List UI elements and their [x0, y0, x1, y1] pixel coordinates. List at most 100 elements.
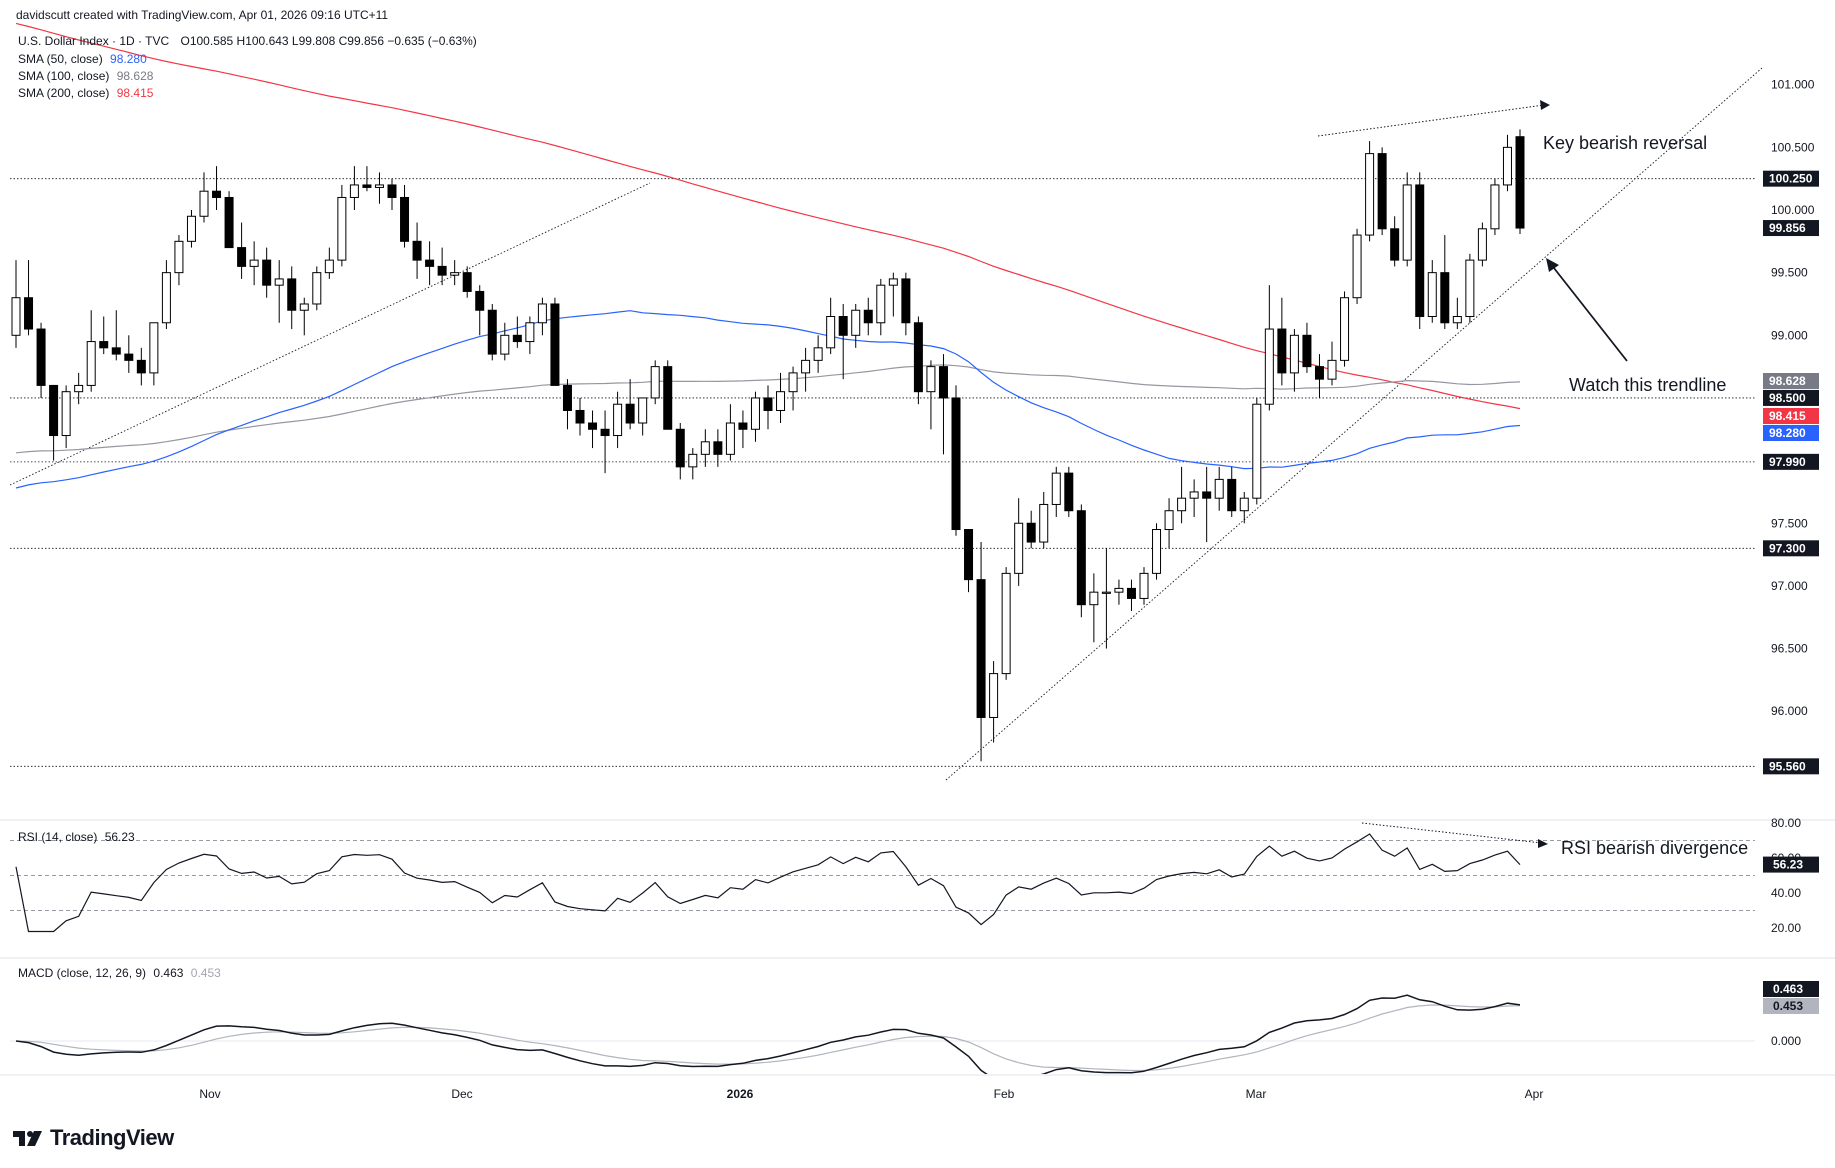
- candle-body: [650, 366, 660, 399]
- candle-body: [437, 265, 447, 276]
- candle-body: [337, 196, 347, 261]
- candle-body: [776, 391, 786, 411]
- candle-body: [888, 278, 898, 286]
- candle-body: [1277, 328, 1287, 374]
- candle-body: [738, 422, 748, 430]
- candle-body: [199, 190, 209, 217]
- tradingview-logo[interactable]: TradingView: [12, 1125, 174, 1151]
- candle-body: [625, 403, 635, 424]
- candle-body: [1089, 591, 1099, 606]
- candle-body: [425, 259, 435, 267]
- candle-body: [1352, 234, 1362, 299]
- candle-body: [562, 384, 572, 411]
- candle-body: [876, 284, 886, 324]
- tradingview-logo-text: TradingView: [50, 1125, 174, 1150]
- price-axis-tick: 100.000: [1771, 203, 1815, 217]
- rsi-tag: 56.23: [1773, 858, 1803, 872]
- candle-body: [1252, 403, 1262, 499]
- candle-body: [1101, 591, 1111, 594]
- candle-body: [913, 322, 923, 393]
- level-tag: 97.990: [1769, 455, 1806, 469]
- price-tag-bg: [1763, 373, 1819, 389]
- candle-body: [237, 247, 247, 267]
- level-tag-bg: [1763, 758, 1819, 775]
- macd-lines: [15, 994, 1521, 1074]
- candle-body: [500, 334, 510, 355]
- price-tag: 98.415: [1769, 409, 1806, 423]
- candle-body: [86, 341, 96, 386]
- candle-body: [901, 278, 911, 324]
- rsi-legend[interactable]: RSI (14, close) 56.23: [18, 830, 135, 844]
- price-axis-tick: 99.500: [1771, 266, 1808, 280]
- candle-body: [387, 184, 397, 198]
- candle-body: [249, 259, 259, 267]
- candle-body: [1026, 522, 1036, 543]
- rsi-value: 56.23: [104, 830, 135, 844]
- candle-body: [1177, 497, 1187, 512]
- candle-body: [274, 278, 284, 286]
- candle-body: [688, 453, 698, 468]
- divergence-line-rsi: [1361, 822, 1543, 844]
- level-tag: 98.500: [1769, 391, 1806, 405]
- candle-body: [537, 303, 547, 324]
- sma50-line: [15, 310, 1521, 489]
- time-axis-tick: 2026: [727, 1087, 754, 1101]
- candle-body: [487, 309, 497, 355]
- trendline-early: [9, 182, 651, 486]
- sma200-legend[interactable]: SMA (200, close) 98.415: [18, 86, 153, 100]
- candle-body: [801, 359, 811, 374]
- rsi-tag-bg: [1763, 856, 1819, 873]
- candle-body: [136, 359, 146, 374]
- chart-credit: davidscutt created with TradingView.com,…: [16, 8, 389, 22]
- symbol-name: U.S. Dollar Index · 1D · TVC: [18, 34, 170, 48]
- candle-body: [663, 366, 673, 430]
- annotation-key-reversal: Key bearish reversal: [1543, 133, 1707, 153]
- candle-body: [1214, 478, 1224, 499]
- time-axis-tick: Mar: [1246, 1087, 1267, 1101]
- rsi-axis-tick: 80.00: [1771, 816, 1801, 830]
- price-axis-tick: 97.000: [1771, 579, 1808, 593]
- candle-body: [1314, 366, 1324, 380]
- candle-body: [362, 184, 372, 188]
- price-axis-tick: 96.000: [1771, 704, 1808, 718]
- candle-body: [161, 272, 171, 324]
- price-axis-tick: 97.500: [1771, 516, 1808, 530]
- candle-body: [11, 297, 21, 336]
- macd-value: 0.463: [153, 966, 184, 980]
- ohlc-values: O100.585 H100.643 L99.808 C99.856 −0.635…: [180, 34, 477, 48]
- symbol-header[interactable]: U.S. Dollar Index · 1D · TVC O100.585 H1…: [18, 34, 477, 48]
- price-tag: 98.628: [1769, 374, 1806, 388]
- candle-body: [976, 579, 986, 718]
- price-tag-bg: [1763, 220, 1819, 237]
- macd-signal-value: 0.453: [190, 966, 221, 980]
- candle-body: [400, 196, 410, 242]
- level-tag-bg: [1763, 170, 1819, 187]
- candle-body: [1427, 272, 1437, 318]
- rsi-line: [15, 833, 1521, 933]
- candle-body: [1340, 297, 1350, 361]
- candle-body: [212, 190, 222, 198]
- candle-body: [638, 397, 648, 424]
- candle-body: [713, 441, 723, 455]
- candle-body: [1377, 153, 1387, 230]
- candle-body: [174, 240, 184, 274]
- candle-body: [1465, 259, 1475, 318]
- candle-body: [813, 347, 823, 361]
- level-tag: 97.300: [1769, 541, 1806, 555]
- macd-legend[interactable]: MACD (close, 12, 26, 9) 0.463 0.453: [18, 966, 221, 980]
- macd-signal-line: [15, 1004, 1521, 1072]
- candle-body: [1001, 572, 1011, 675]
- candle-body: [149, 322, 159, 374]
- price-tag: 98.280: [1769, 426, 1806, 440]
- candle-body: [588, 422, 598, 430]
- price-axis-tick: 99.000: [1771, 328, 1808, 342]
- candle-body: [964, 529, 974, 581]
- macd-label: MACD (close, 12, 26, 9): [18, 966, 147, 980]
- candle-body: [1239, 497, 1249, 512]
- sma50-legend[interactable]: SMA (50, close) 98.280: [18, 52, 147, 66]
- candle-body: [1415, 184, 1425, 318]
- rsi-label: RSI (14, close): [18, 830, 98, 844]
- price-tag-bg: [1763, 408, 1819, 424]
- sma100-legend[interactable]: SMA (100, close) 98.628: [18, 69, 153, 83]
